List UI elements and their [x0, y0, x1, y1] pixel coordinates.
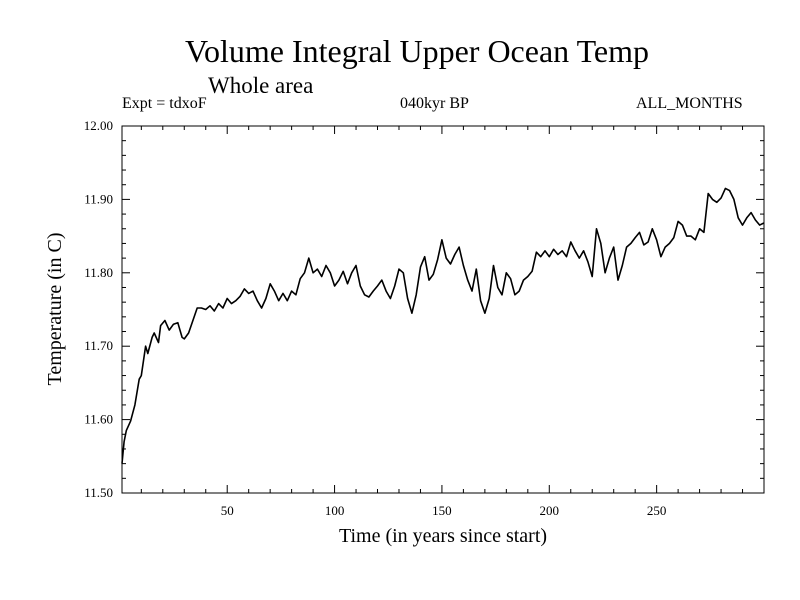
- y-tick-label: 11.60: [84, 412, 113, 427]
- experiment-label: Expt = tdxoF: [122, 95, 207, 112]
- period-label: 040kyr BP: [400, 95, 469, 112]
- x-tick-label: 100: [325, 503, 345, 518]
- x-tick-label: 50: [221, 503, 234, 518]
- x-tick-label: 150: [432, 503, 452, 518]
- y-tick-label: 11.50: [84, 485, 113, 500]
- axis-ticks: [122, 125, 764, 494]
- plot-frame: [121, 125, 765, 494]
- y-tick-label: 12.00: [84, 118, 113, 133]
- y-tick-labels: 11.50 11.60 11.70 11.80 11.90 12.00: [84, 118, 113, 500]
- series-line: [121, 187, 765, 464]
- x-tick-label: 200: [540, 503, 560, 518]
- x-tick-labels: 50 100 150 200 250: [221, 503, 667, 518]
- y-tick-label: 11.70: [84, 338, 113, 353]
- y-axis-title: Temperature (in C): [44, 233, 66, 386]
- x-tick-label: 250: [647, 503, 667, 518]
- months-label: ALL_MONTHS: [636, 95, 743, 112]
- chart-title: Volume Integral Upper Ocean Temp: [185, 33, 649, 69]
- y-tick-label: 11.80: [84, 265, 113, 280]
- chart-subtitle: Whole area: [208, 73, 314, 98]
- x-axis-title: Time (in years since start): [339, 525, 547, 547]
- y-tick-label: 11.90: [84, 191, 113, 206]
